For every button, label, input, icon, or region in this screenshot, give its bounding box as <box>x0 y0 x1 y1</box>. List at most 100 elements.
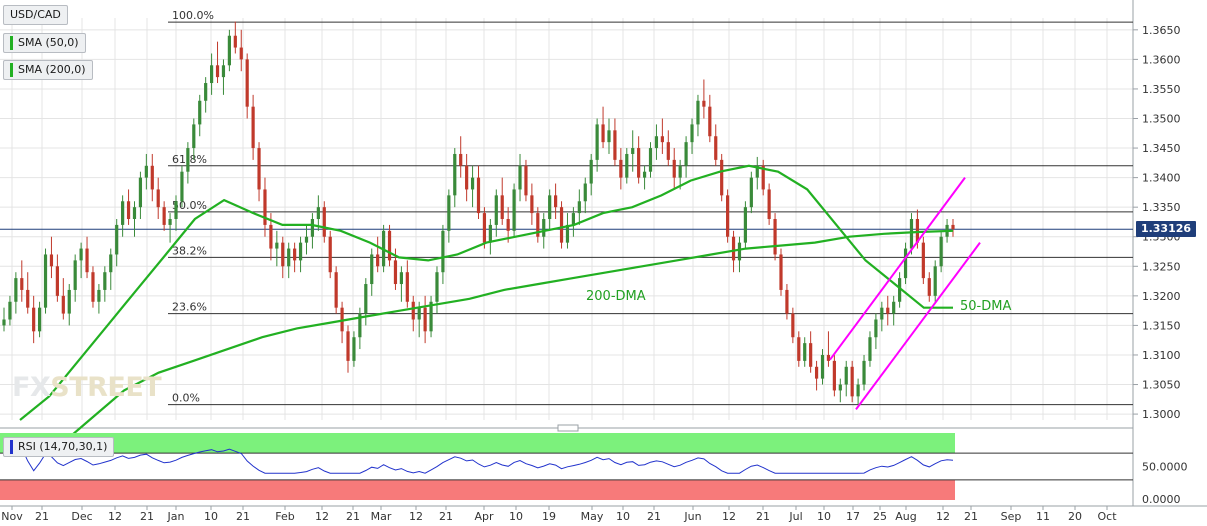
y-tick-label: 1.3250 <box>1142 260 1181 273</box>
candle-body <box>8 301 12 320</box>
candle-body <box>755 165 759 178</box>
candle-body <box>708 106 712 137</box>
candle-body <box>322 207 326 237</box>
candle-body <box>263 189 267 225</box>
candle <box>565 213 570 249</box>
x-tick-label: Sep <box>1001 510 1022 523</box>
candle-body <box>536 213 540 237</box>
candle <box>571 207 575 237</box>
y-tick-label: 1.3400 <box>1142 172 1181 185</box>
candle <box>856 378 860 405</box>
candle <box>666 130 670 166</box>
candle-body <box>530 195 534 214</box>
candle <box>43 248 48 314</box>
candle <box>132 201 137 237</box>
candle-body <box>162 207 166 225</box>
candle <box>263 177 267 237</box>
x-tick-label: 19 <box>542 510 556 523</box>
candle <box>453 148 457 208</box>
y-tick-label: 1.3050 <box>1142 379 1181 392</box>
candle-body <box>91 272 95 302</box>
sma200-label[interactable]: SMA (200,0) <box>3 60 93 80</box>
x-tick-label: 21 <box>964 510 978 523</box>
candle-body <box>405 272 409 302</box>
candle <box>103 266 107 302</box>
sma200-line <box>54 229 954 451</box>
candle-body <box>927 278 931 296</box>
candle <box>726 189 730 243</box>
candle-body <box>115 224 119 255</box>
candle <box>939 230 943 273</box>
candle-body <box>168 219 172 225</box>
candle-body <box>720 159 724 196</box>
candle <box>26 272 30 314</box>
candle <box>625 148 629 184</box>
candle-body <box>702 100 706 107</box>
candle <box>435 266 439 314</box>
candle-body <box>512 189 516 231</box>
candle-body <box>559 207 564 243</box>
candle <box>820 349 825 385</box>
candle-body <box>826 354 831 361</box>
candle <box>482 207 487 249</box>
candle <box>61 278 65 320</box>
candle-body <box>221 65 226 78</box>
candle-body <box>518 165 522 190</box>
candle-body <box>465 165 469 190</box>
candle <box>352 331 356 367</box>
candle-body <box>654 136 659 149</box>
candle <box>737 236 742 273</box>
candle-body <box>399 272 403 285</box>
candle-body <box>903 248 908 279</box>
candle <box>554 183 558 219</box>
symbol-label[interactable]: USD/CAD <box>3 5 68 25</box>
candle-body <box>453 153 457 196</box>
fib-label: 50.0% <box>172 199 207 212</box>
x-tick-label: 12 <box>722 510 736 523</box>
candle <box>192 118 196 160</box>
candle-body <box>227 35 231 66</box>
candle-body <box>844 366 848 385</box>
candle <box>168 213 172 243</box>
candle-body <box>281 242 285 267</box>
candle-body <box>613 130 617 160</box>
x-tick-label: 10 <box>817 510 831 523</box>
x-tick-label: Dec <box>71 510 92 523</box>
candle <box>2 307 6 332</box>
candle <box>500 177 504 225</box>
candle-body <box>542 219 546 237</box>
x-tick-label: Mar <box>371 510 392 523</box>
candle <box>174 195 178 231</box>
candle <box>364 278 368 326</box>
candle <box>838 378 842 403</box>
candle-body <box>785 289 789 314</box>
rsi-line <box>9 442 954 474</box>
candle-body <box>892 301 896 314</box>
candle-body <box>186 148 190 172</box>
candle <box>180 165 184 208</box>
x-tick-label: Jul <box>788 510 802 523</box>
candle <box>85 236 89 279</box>
candle-body <box>809 343 813 367</box>
candle <box>239 29 243 72</box>
candle <box>690 118 694 154</box>
candle-body <box>97 289 101 302</box>
candle-body <box>121 201 125 225</box>
candle-body <box>886 307 890 314</box>
candle <box>281 236 285 279</box>
candle-body <box>49 254 54 267</box>
x-tick-label: 20 <box>1068 510 1082 523</box>
sma50-label[interactable]: SMA (50,0) <box>3 33 86 53</box>
candle <box>186 142 190 184</box>
candle <box>886 295 890 326</box>
candle <box>803 337 807 367</box>
candle <box>115 219 119 267</box>
ascending-channel <box>829 177 981 410</box>
candle-body <box>287 248 291 267</box>
candle <box>814 360 819 391</box>
candle <box>548 189 552 231</box>
x-tick-label: Aug <box>895 510 916 523</box>
rsi-label[interactable]: RSI (14,70,30,1) <box>3 437 115 457</box>
candle-body <box>459 153 463 166</box>
x-tick-label: 21 <box>346 510 360 523</box>
